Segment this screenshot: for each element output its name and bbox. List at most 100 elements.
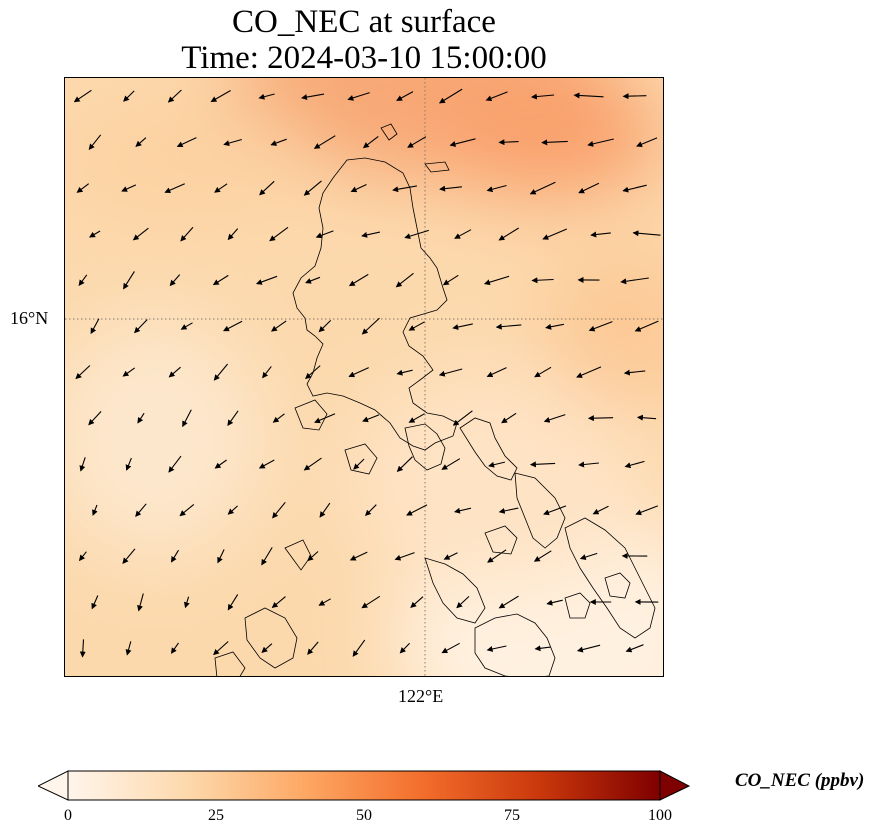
wind-arrow bbox=[353, 458, 365, 470]
wind-arrow bbox=[214, 183, 228, 193]
wind-arrow bbox=[362, 414, 380, 423]
wind-arrow bbox=[210, 90, 231, 102]
colorbar-gradient bbox=[67, 770, 661, 801]
wind-arrow bbox=[314, 413, 336, 424]
wind-arrow bbox=[73, 89, 92, 103]
wind-arrow bbox=[408, 321, 425, 331]
wind-arrow bbox=[122, 367, 136, 377]
wind-arrow bbox=[634, 320, 659, 332]
wind-arrow bbox=[545, 323, 565, 330]
wind-arrow bbox=[395, 272, 414, 288]
wind-arrow bbox=[406, 504, 428, 516]
colorbar-extend-low bbox=[36, 770, 69, 801]
wind-arrow bbox=[498, 227, 519, 241]
wind-arrow bbox=[530, 93, 555, 100]
wind-arrow bbox=[439, 185, 462, 192]
wind-arrow bbox=[495, 323, 522, 330]
wind-arrow bbox=[498, 595, 519, 609]
wind-arrow bbox=[167, 89, 182, 103]
wind-arrow bbox=[79, 457, 86, 472]
wind-arrow bbox=[529, 181, 556, 195]
colorbar-svg bbox=[36, 770, 691, 801]
colorbar bbox=[36, 770, 691, 802]
wind-arrow bbox=[319, 502, 331, 518]
wind-arrow bbox=[361, 231, 381, 238]
wind-arrow bbox=[392, 185, 417, 193]
wind-arrow bbox=[623, 369, 646, 376]
wind-arrow bbox=[269, 226, 289, 242]
wind-arrow bbox=[487, 549, 507, 563]
wind-arrow bbox=[164, 183, 185, 194]
longitude-tick-label: 122°E bbox=[398, 686, 444, 706]
concentration-field bbox=[65, 78, 663, 676]
wind-arrow bbox=[579, 552, 598, 560]
wind-arrow bbox=[307, 551, 319, 562]
wind-arrow bbox=[533, 550, 552, 562]
wind-arrow bbox=[79, 639, 86, 658]
wind-arrow bbox=[303, 180, 322, 196]
wind-arrow bbox=[452, 410, 473, 426]
wind-arrow bbox=[90, 318, 100, 335]
coastlines bbox=[214, 123, 656, 676]
wind-arrow bbox=[576, 644, 601, 653]
wind-arrow bbox=[255, 275, 278, 285]
wind-arrow bbox=[624, 460, 645, 469]
wind-arrow bbox=[534, 645, 551, 652]
wind-arrow bbox=[135, 503, 147, 517]
wind-arrow bbox=[88, 411, 102, 426]
wind-arrow bbox=[168, 366, 181, 378]
wind-arrow bbox=[213, 641, 229, 656]
wind-arrow bbox=[122, 548, 136, 564]
wind-arrow bbox=[261, 643, 273, 653]
wind-arrow bbox=[217, 549, 225, 564]
wind-arrow bbox=[132, 227, 149, 241]
wind-arrow bbox=[92, 504, 98, 516]
wind-arrow bbox=[347, 92, 370, 101]
wind-arrow bbox=[227, 228, 239, 241]
wind-arrow bbox=[212, 274, 229, 286]
wind-arrow bbox=[168, 455, 182, 473]
wind-arrow bbox=[227, 505, 238, 515]
wind-arrow bbox=[303, 457, 322, 471]
wind-arrow bbox=[179, 503, 195, 517]
wind-arrow bbox=[183, 596, 190, 609]
wind-arrow bbox=[182, 409, 192, 428]
wind-arrow bbox=[75, 365, 91, 380]
colorbar-tick-75: 75 bbox=[504, 807, 520, 824]
wind-arrow bbox=[396, 91, 414, 101]
wind-arrow bbox=[622, 184, 647, 193]
wind-arrow bbox=[592, 505, 609, 515]
wind-arrow bbox=[180, 322, 193, 330]
wind-arrow bbox=[498, 139, 519, 146]
wind-arrow bbox=[301, 93, 325, 101]
wind-arrow bbox=[307, 641, 319, 655]
wind-arrow bbox=[396, 456, 413, 472]
wind-arrow bbox=[452, 323, 473, 330]
map-title-line2: Time: 2024-03-10 15:00:00 bbox=[181, 40, 547, 76]
wind-arrow bbox=[135, 137, 147, 147]
wind-arrow bbox=[227, 594, 239, 611]
wind-arrow bbox=[349, 551, 368, 561]
wind-arrow bbox=[485, 91, 508, 102]
wind-arrow bbox=[456, 595, 470, 609]
wind-arrow bbox=[498, 507, 519, 514]
wind-arrow bbox=[441, 458, 461, 470]
wind-arrow bbox=[443, 552, 458, 560]
wind-arrow bbox=[541, 139, 568, 146]
wind-arrow bbox=[486, 367, 507, 378]
wind-arrow bbox=[176, 137, 197, 147]
wind-arrow bbox=[258, 93, 275, 100]
wind-arrow bbox=[632, 230, 661, 237]
wind-arrow bbox=[404, 229, 429, 240]
wind-arrow bbox=[78, 551, 87, 562]
colorbar-extend-high bbox=[659, 770, 691, 801]
wind-arrow bbox=[620, 277, 649, 285]
wind-arrow bbox=[213, 363, 229, 381]
wind-vectors bbox=[73, 88, 661, 658]
wind-arrow bbox=[576, 366, 602, 378]
wind-arrow bbox=[125, 457, 132, 471]
wind-arrow bbox=[483, 275, 510, 286]
latitude-tick-label: 16°N bbox=[10, 308, 49, 328]
colorbar-tick-0: 0 bbox=[64, 807, 72, 824]
wind-arrow bbox=[410, 596, 424, 608]
